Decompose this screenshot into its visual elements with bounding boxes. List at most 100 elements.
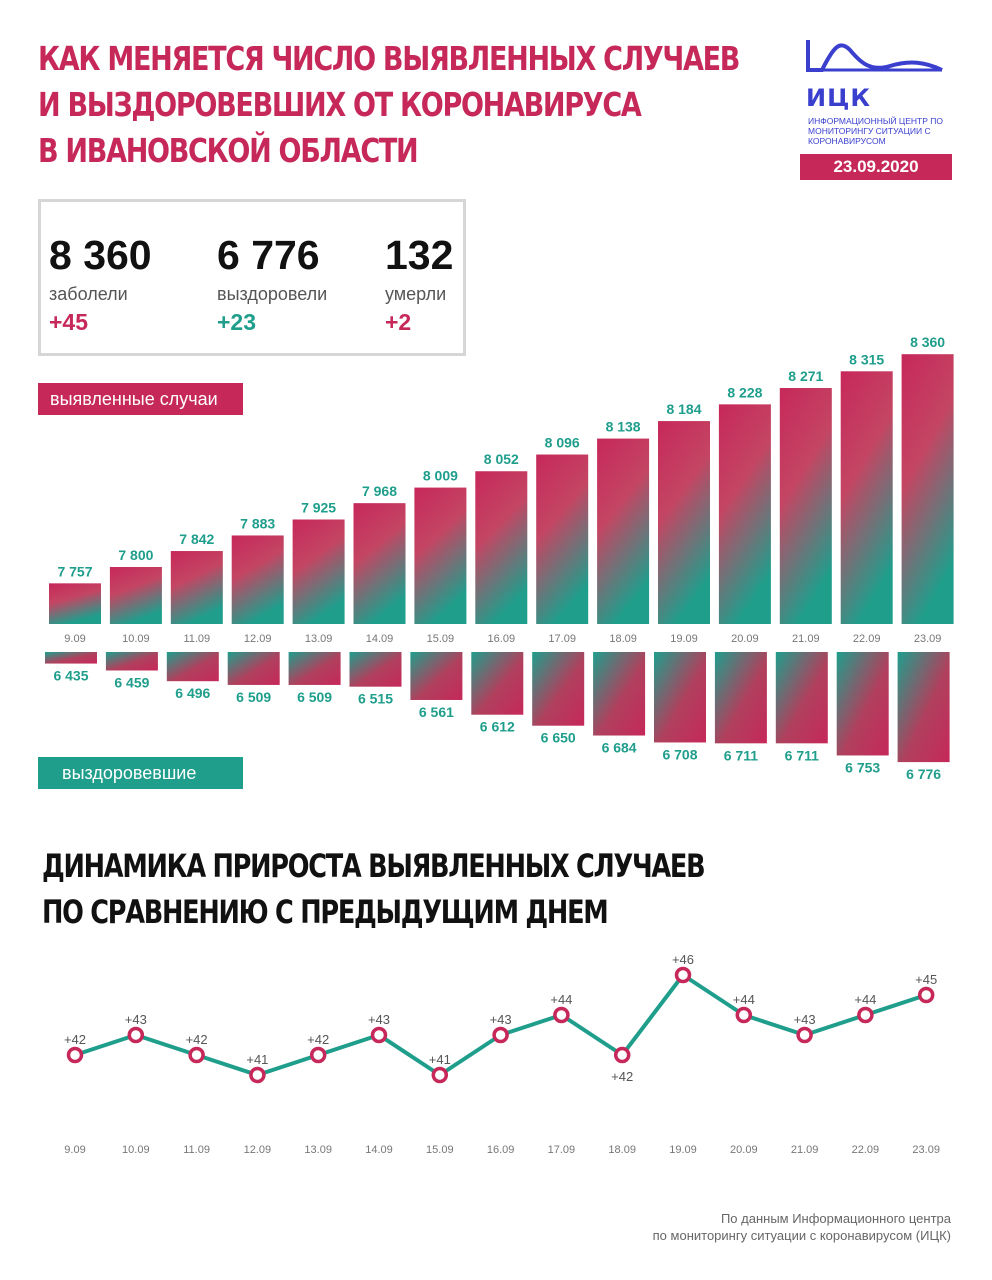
bar-cases bbox=[353, 503, 406, 624]
bar-recovered bbox=[714, 652, 767, 744]
source-line-1: По данным Информационного центра bbox=[720, 1211, 951, 1226]
bar-cases-label: 7 842 bbox=[179, 531, 214, 547]
line-point bbox=[674, 966, 692, 984]
bar-category-label: 11.09 bbox=[183, 633, 210, 645]
title-line-1: КАК МЕНЯЕТСЯ ЧИСЛО ВЫЯВЛЕННЫХ СЛУЧАЕВ bbox=[38, 39, 740, 78]
line-category-label: 22.09 bbox=[852, 1144, 880, 1156]
line-point bbox=[309, 1046, 327, 1064]
bar-cases-label: 8 138 bbox=[606, 419, 641, 435]
bar-recovered bbox=[349, 652, 402, 687]
stat-recovered-value: 6 776 bbox=[217, 232, 320, 278]
bar-category-label: 10.09 bbox=[122, 633, 150, 645]
bar-recovered-label: 6 496 bbox=[175, 685, 210, 701]
bar-cases-label: 7 757 bbox=[57, 563, 92, 579]
bar-cases-label: 7 925 bbox=[301, 500, 336, 516]
bar-recovered-label: 6 561 bbox=[419, 704, 454, 720]
bar-chart: 7 757 9.09 6 435 7 800 10.09 6 459 7 842 11.09 6… bbox=[45, 334, 954, 780]
line-point-label: +42 bbox=[64, 1032, 86, 1047]
bar-cases bbox=[49, 583, 101, 624]
bar-cases bbox=[901, 354, 954, 624]
line-point bbox=[188, 1046, 205, 1064]
line-point-label: +41 bbox=[429, 1052, 451, 1067]
line-category-label: 18.09 bbox=[608, 1144, 636, 1156]
bar-recovered bbox=[775, 652, 828, 744]
legend-recovered: выздоровевшие bbox=[38, 757, 243, 789]
bar-cases-label: 7 800 bbox=[118, 547, 153, 563]
bar-recovered bbox=[897, 652, 950, 763]
bar-category-label: 14.09 bbox=[366, 633, 394, 645]
bar-recovered-label: 6 776 bbox=[906, 766, 941, 780]
legend-cases: выявленные случаи bbox=[38, 383, 243, 415]
stat-recovered-label: выздоровели bbox=[217, 284, 328, 304]
bar-cases-label: 8 096 bbox=[545, 435, 580, 451]
bar-recovered bbox=[288, 652, 341, 685]
bar-recovered-label: 6 753 bbox=[845, 759, 880, 775]
bar-cases bbox=[597, 438, 650, 624]
bar-cases-label: 8 052 bbox=[484, 451, 519, 467]
bar-cases-label: 7 883 bbox=[240, 515, 275, 531]
page-title: КАК МЕНЯЕТСЯ ЧИСЛО ВЫЯВЛЕННЫХ СЛУЧАЕВ И … bbox=[38, 36, 740, 174]
line-category-label: 12.09 bbox=[244, 1144, 272, 1156]
line-point bbox=[553, 1006, 570, 1024]
bar-cases-label: 8 228 bbox=[727, 384, 762, 400]
bar-cases-label: 8 315 bbox=[849, 351, 884, 367]
line-point-label: +43 bbox=[125, 1012, 147, 1027]
date-badge: 23.09.2020 bbox=[800, 154, 952, 180]
bar-cases bbox=[170, 551, 223, 624]
line-point-label: +44 bbox=[854, 992, 876, 1007]
line-category-label: 9.09 bbox=[64, 1144, 85, 1156]
line-point-label: +45 bbox=[915, 972, 937, 987]
bar-category-label: 18.09 bbox=[609, 633, 637, 645]
bar-cases bbox=[292, 519, 345, 624]
bar-recovered-label: 6 708 bbox=[662, 746, 697, 762]
line-point-label: +44 bbox=[733, 992, 755, 1007]
line-category-label: 13.09 bbox=[304, 1144, 332, 1156]
bar-cases bbox=[475, 471, 528, 624]
bar-cases-label: 8 271 bbox=[788, 368, 823, 384]
bar-cases bbox=[231, 535, 284, 624]
stat-deaths: 132 умерли +2 bbox=[385, 232, 453, 336]
bar-category-label: 15.09 bbox=[427, 633, 455, 645]
bar-recovered-label: 6 650 bbox=[541, 730, 576, 746]
bar-recovered bbox=[410, 652, 463, 700]
line-category-label: 15.09 bbox=[426, 1144, 454, 1156]
bar-cases bbox=[109, 567, 162, 624]
bar-recovered-label: 6 612 bbox=[480, 719, 515, 735]
bar-cases bbox=[840, 371, 893, 624]
title-line-3: В ИВАНОВСКОЙ ОБЛАСТИ bbox=[38, 131, 419, 170]
line-point-label: +42 bbox=[307, 1032, 329, 1047]
line-point bbox=[249, 1066, 266, 1084]
line-point bbox=[857, 1006, 874, 1024]
line-point bbox=[127, 1026, 145, 1044]
section2-title-line-1: ДИНАМИКА ПРИРОСТА ВЫЯВЛЕННЫХ СЛУЧАЕВ bbox=[42, 847, 706, 885]
bar-recovered-label: 6 509 bbox=[297, 689, 332, 705]
bar-category-label: 19.09 bbox=[670, 633, 698, 645]
logo-abbr: ИЦК bbox=[806, 84, 871, 112]
stat-deaths-delta: +2 bbox=[385, 309, 412, 335]
bar-category-label: 9.09 bbox=[64, 633, 85, 645]
line-category-label: 23.09 bbox=[912, 1144, 940, 1156]
line-point bbox=[796, 1026, 813, 1044]
line-point bbox=[370, 1026, 388, 1044]
line-point-label: +42 bbox=[611, 1069, 633, 1084]
bar-cases bbox=[718, 404, 771, 624]
logo-wave-icon bbox=[806, 40, 943, 72]
line-point-label: +43 bbox=[368, 1012, 390, 1027]
line-category-label: 17.09 bbox=[548, 1144, 576, 1156]
bar-cases bbox=[779, 388, 832, 624]
stat-deaths-value: 132 bbox=[385, 232, 454, 278]
stat-deaths-label: умерли bbox=[385, 284, 447, 304]
bar-recovered bbox=[836, 652, 889, 756]
line-point-label: +44 bbox=[550, 992, 572, 1007]
line-category-label: 16.09 bbox=[487, 1144, 515, 1156]
line-point bbox=[735, 1006, 753, 1024]
line-category-label: 20.09 bbox=[730, 1144, 758, 1156]
line-category-label: 14.09 bbox=[365, 1144, 393, 1156]
line-category-label: 10.09 bbox=[122, 1144, 150, 1156]
bar-cases-label: 8 360 bbox=[910, 334, 945, 350]
bar-recovered-label: 6 711 bbox=[724, 747, 758, 763]
line-point bbox=[613, 1046, 631, 1064]
bar-category-label: 21.09 bbox=[792, 633, 820, 645]
line-point bbox=[66, 1046, 84, 1064]
line-point bbox=[917, 986, 935, 1004]
